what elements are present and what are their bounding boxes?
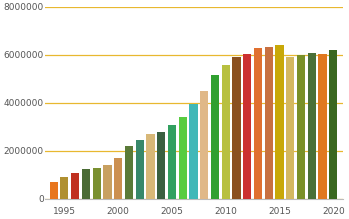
Bar — [93, 168, 101, 199]
Bar — [200, 91, 208, 199]
Bar — [222, 65, 230, 199]
Bar — [82, 169, 90, 199]
Bar — [329, 50, 337, 199]
Bar — [114, 158, 122, 199]
Bar — [265, 47, 273, 199]
Bar — [71, 173, 79, 199]
Bar — [179, 117, 187, 199]
Bar — [136, 140, 144, 199]
Bar — [103, 165, 111, 199]
Bar — [211, 75, 219, 199]
Bar — [168, 125, 176, 199]
Bar — [286, 57, 294, 199]
Bar — [254, 48, 262, 199]
Bar — [308, 53, 316, 199]
Bar — [50, 182, 58, 199]
Bar — [232, 57, 240, 199]
Bar — [125, 146, 133, 199]
Bar — [190, 104, 198, 199]
Bar — [157, 132, 165, 199]
Bar — [297, 55, 305, 199]
Bar — [319, 54, 327, 199]
Bar — [243, 54, 251, 199]
Bar — [60, 177, 68, 199]
Bar — [275, 45, 283, 199]
Bar — [147, 134, 155, 199]
